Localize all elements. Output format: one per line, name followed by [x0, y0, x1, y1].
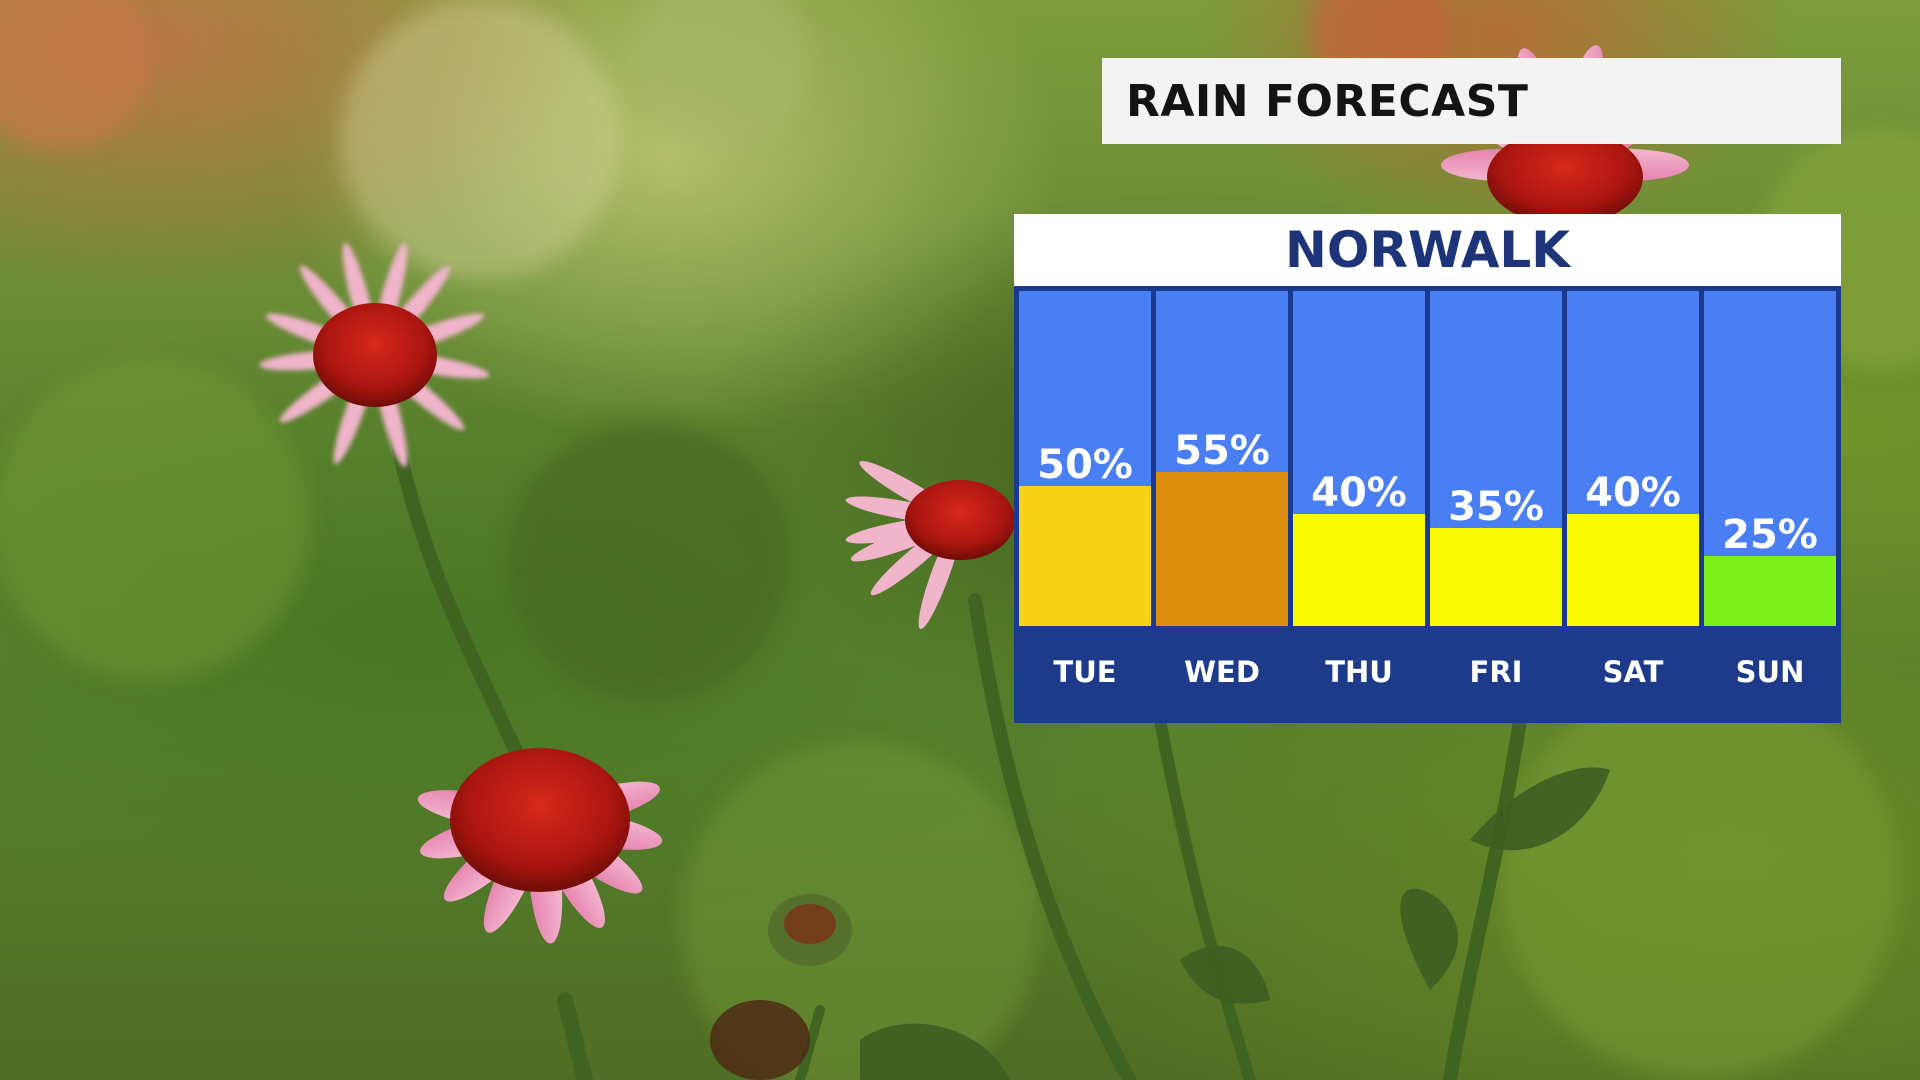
- chart-value-label: 40%: [1585, 470, 1681, 516]
- chart-value-label: 50%: [1037, 442, 1133, 488]
- day-strip: [1019, 626, 1151, 716]
- chart-bar-wed: [1156, 472, 1288, 626]
- day-label-thu: THU: [1325, 655, 1393, 689]
- chart-value-label: 25%: [1722, 512, 1818, 558]
- day-label-fri: FRI: [1470, 655, 1523, 689]
- location-label: NORWALK: [1284, 221, 1571, 279]
- chart-title: RAIN FORECAST: [1126, 75, 1529, 127]
- day-label-tue: TUE: [1053, 655, 1116, 689]
- location-banner: NORWALK: [1014, 214, 1841, 286]
- chart-value-label: 35%: [1448, 484, 1544, 530]
- chart-value-label: 55%: [1174, 428, 1270, 474]
- rain-chance-chart: 50% TUE 55% WED 40% THU 35% FRI 40% SAT 25% SUN: [1014, 286, 1841, 723]
- chart-bar-sun: [1704, 556, 1836, 626]
- day-strip: [1704, 626, 1836, 716]
- chart-value-label: 40%: [1311, 470, 1407, 516]
- day-label-sun: SUN: [1736, 655, 1805, 689]
- chart-bar-fri: [1430, 528, 1562, 626]
- chart-bar-tue: [1019, 486, 1151, 626]
- title-banner: RAIN FORECAST: [1102, 58, 1841, 144]
- day-strip: [1567, 626, 1699, 716]
- day-label-sat: SAT: [1603, 655, 1664, 689]
- chart-bar-sat: [1567, 514, 1699, 626]
- chart-bar-thu: [1293, 514, 1425, 626]
- day-strip: [1293, 626, 1425, 716]
- day-strip: [1430, 626, 1562, 716]
- day-strip: [1156, 626, 1288, 716]
- rain-chance-chart-svg: 50% TUE 55% WED 40% THU 35% FRI 40% SAT 25% SUN: [1019, 291, 1836, 716]
- day-label-wed: WED: [1184, 655, 1260, 689]
